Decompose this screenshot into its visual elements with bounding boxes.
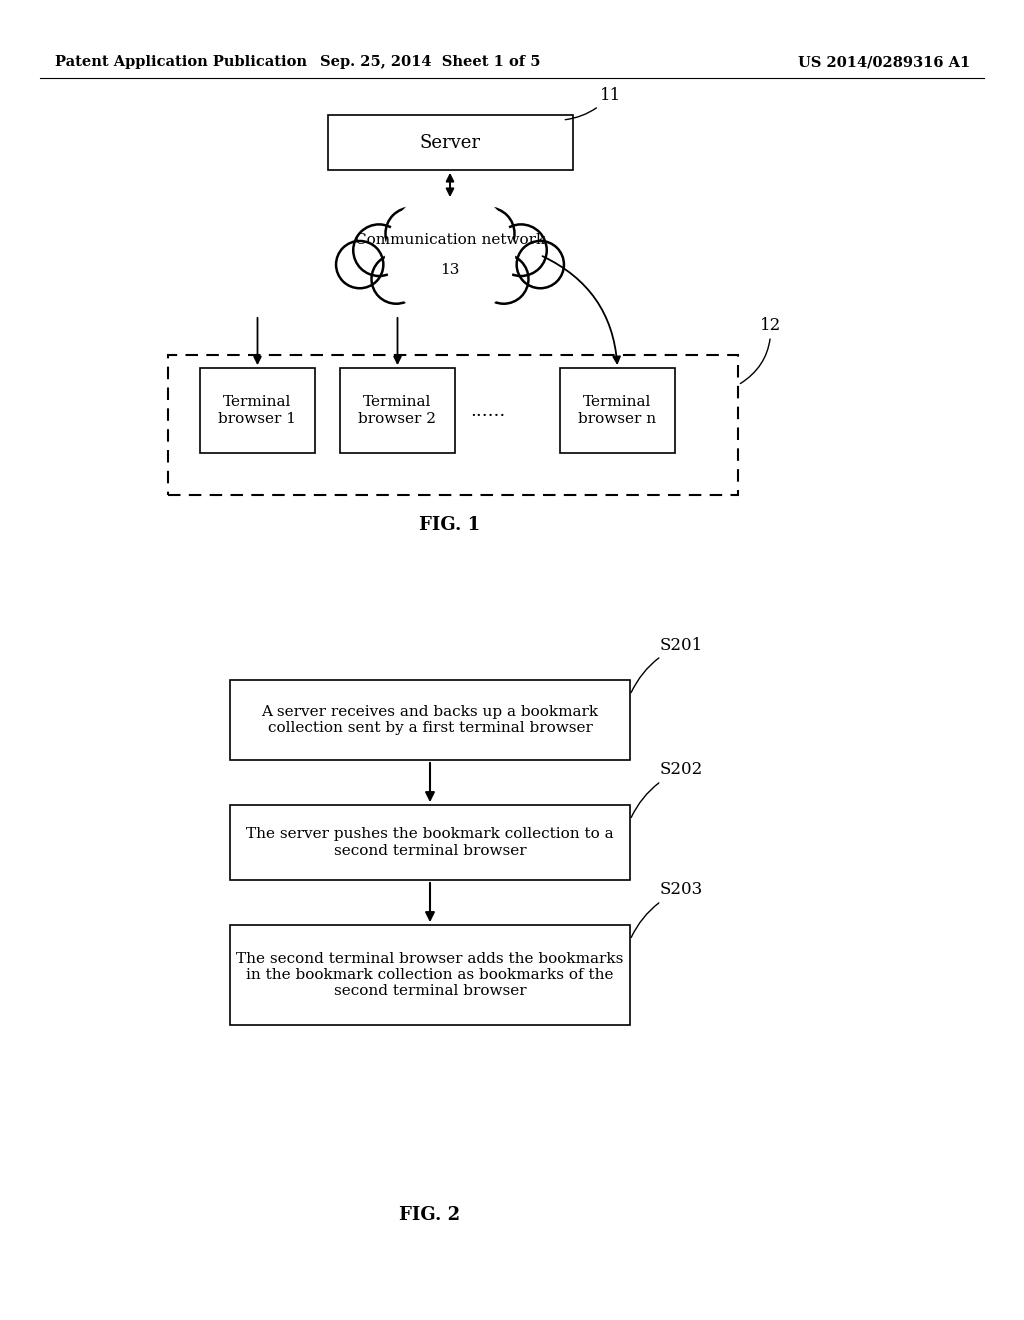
Text: Communication network: Communication network [355,234,545,247]
Circle shape [385,207,437,259]
Text: FIG. 2: FIG. 2 [399,1206,461,1224]
FancyBboxPatch shape [230,805,630,880]
Circle shape [353,224,404,276]
Circle shape [420,198,480,259]
Text: 12: 12 [740,317,781,384]
FancyBboxPatch shape [168,355,738,495]
FancyBboxPatch shape [340,368,455,453]
Circle shape [463,207,514,259]
Circle shape [479,255,528,304]
Text: S202: S202 [631,762,703,817]
Circle shape [396,201,504,309]
FancyBboxPatch shape [328,115,572,170]
Circle shape [385,190,514,319]
Circle shape [517,242,564,288]
FancyBboxPatch shape [200,368,315,453]
FancyBboxPatch shape [230,680,630,760]
Circle shape [379,228,457,306]
Text: Terminal
browser n: Terminal browser n [579,396,656,425]
Circle shape [443,228,521,306]
Text: Server: Server [420,133,480,152]
Text: FIG. 1: FIG. 1 [420,516,480,535]
Circle shape [424,259,476,310]
Text: A server receives and backs up a bookmark
collection sent by a first terminal br: A server receives and backs up a bookmar… [261,705,599,735]
Text: The second terminal browser adds the bookmarks
in the bookmark collection as boo: The second terminal browser adds the boo… [237,952,624,998]
Text: Patent Application Publication: Patent Application Publication [55,55,307,69]
Text: Terminal
browser 2: Terminal browser 2 [358,396,436,425]
Text: S203: S203 [631,882,703,937]
Text: US 2014/0289316 A1: US 2014/0289316 A1 [798,55,970,69]
Circle shape [496,224,547,276]
Text: Sep. 25, 2014  Sheet 1 of 5: Sep. 25, 2014 Sheet 1 of 5 [319,55,541,69]
Circle shape [372,255,421,304]
Circle shape [375,206,461,292]
Circle shape [439,206,525,292]
Text: 11: 11 [565,87,622,120]
Circle shape [336,242,383,288]
Text: ......: ...... [470,401,506,420]
FancyBboxPatch shape [560,368,675,453]
Text: 13: 13 [440,263,460,277]
Text: The server pushes the bookmark collection to a
second terminal browser: The server pushes the bookmark collectio… [246,828,613,858]
FancyBboxPatch shape [230,925,630,1026]
Text: Terminal
browser 1: Terminal browser 1 [218,396,297,425]
Text: S201: S201 [631,636,703,693]
